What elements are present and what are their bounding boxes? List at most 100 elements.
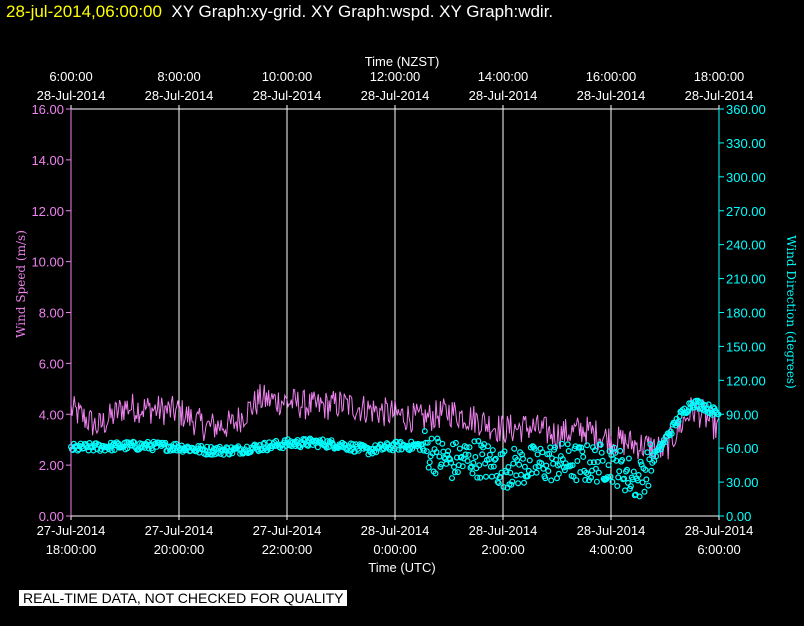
wind-direction-point — [566, 463, 573, 470]
wind-direction-point — [595, 469, 602, 476]
wind-direction-point — [705, 401, 712, 408]
wind-speed-series — [70, 384, 720, 460]
wind-direction-point — [204, 443, 211, 450]
wind-direction-point — [552, 456, 559, 463]
right-tick-label: 360.00 — [726, 102, 766, 117]
wind-direction-point — [463, 444, 470, 451]
bottom-tick-date: 28-Jul-2014 — [469, 523, 538, 538]
wind-direction-point — [253, 442, 260, 449]
wind-direction-point — [619, 457, 626, 464]
wind-direction-point — [599, 457, 606, 464]
wind-direction-point — [519, 455, 526, 462]
wind-direction-point — [607, 473, 614, 480]
wind-direction-point — [521, 463, 528, 470]
wind-direction-point — [492, 455, 499, 462]
wind-direction-point — [483, 473, 490, 480]
wind-direction-point — [105, 446, 112, 453]
chart-header: 28-jul-2014,06:00:00 XY Graph:xy-grid. X… — [6, 2, 553, 22]
wind-direction-point — [634, 477, 641, 484]
bottom-tick-date: 28-Jul-2014 — [685, 523, 754, 538]
wind-direction-point — [511, 445, 518, 452]
left-tick-label: 10.00 — [31, 255, 64, 270]
wind-direction-point — [516, 461, 523, 468]
wind-direction-point — [604, 474, 611, 481]
wind-direction-point — [224, 445, 231, 452]
top-tick-time: 18:00:00 — [694, 69, 745, 84]
wind-direction-point — [487, 463, 494, 470]
wind-direction-point — [462, 451, 469, 458]
wind-direction-point — [452, 439, 459, 446]
bottom-tick-date: 28-Jul-2014 — [577, 523, 646, 538]
wind-direction-point — [384, 441, 391, 448]
wind-direction-point — [508, 481, 515, 488]
wind-direction-point — [559, 456, 566, 463]
wind-direction-point — [555, 470, 562, 477]
left-tick-label: 14.00 — [31, 153, 64, 168]
wind-direction-point — [509, 478, 516, 485]
wind-direction-point — [503, 469, 510, 476]
wind-direction-point — [573, 477, 580, 484]
right-tick-label: 180.00 — [726, 306, 766, 321]
right-tick-label: 300.00 — [726, 170, 766, 185]
wind-direction-point — [447, 456, 454, 463]
right-tick-label: 0.00 — [726, 509, 751, 524]
wind-direction-point — [472, 454, 479, 461]
wind-direction-point — [416, 446, 423, 453]
wind-direction-point — [469, 470, 476, 477]
wind-direction-point — [421, 428, 428, 435]
top-tick-time: 6:00:00 — [49, 69, 92, 84]
wind-direction-point — [424, 439, 431, 446]
wind-direction-point — [436, 453, 443, 460]
right-tick-label: 30.00 — [726, 475, 759, 490]
wind-direction-point — [524, 473, 531, 480]
top-tick-date: 28-Jul-2014 — [361, 88, 430, 103]
wind-direction-point — [466, 444, 473, 451]
wind-direction-point — [562, 460, 569, 467]
wind-direction-point — [208, 451, 215, 458]
top-tick-date: 28-Jul-2014 — [145, 88, 214, 103]
wind-direction-point — [645, 482, 652, 489]
wind-direction-point — [655, 446, 662, 453]
bottom-tick-time: 6:00:00 — [697, 542, 740, 557]
wind-direction-point — [149, 447, 156, 454]
wind-direction-point — [540, 465, 547, 472]
wind-direction-point — [349, 441, 356, 448]
bottom-tick-time: 4:00:00 — [589, 542, 632, 557]
wind-direction-point — [636, 493, 643, 500]
wind-direction-point — [428, 435, 435, 442]
wind-direction-point — [526, 457, 533, 464]
wind-direction-point — [459, 463, 466, 470]
bottom-tick-date: 27-Jul-2014 — [37, 523, 106, 538]
wind-direction-point — [448, 459, 455, 466]
wind-direction-point — [702, 402, 709, 409]
wind-direction-point — [520, 479, 527, 486]
wind-direction-point — [567, 462, 574, 469]
wind-direction-point — [437, 464, 444, 471]
wind-direction-point — [694, 397, 701, 404]
wind-direction-point — [653, 453, 660, 460]
timestamp: 28-jul-2014,06:00:00 — [6, 2, 162, 21]
wind-direction-point — [495, 480, 502, 487]
wind-direction-point — [545, 468, 552, 475]
left-tick-label: 16.00 — [31, 102, 64, 117]
wind-direction-point — [586, 459, 593, 466]
wind-direction-point — [229, 450, 236, 457]
right-tick-label: 90.00 — [726, 407, 759, 422]
wind-direction-point — [552, 444, 559, 451]
wind-direction-point — [609, 478, 616, 485]
wind-direction-point — [423, 448, 430, 455]
left-tick-label: 12.00 — [31, 204, 64, 219]
wind-direction-point — [439, 440, 446, 447]
bottom-tick-time: 22:00:00 — [262, 542, 313, 557]
axes: 6:00:00 28-Jul-2014 8:00:00 28-Jul-2014 10:0… — [31, 69, 765, 557]
wind-direction-point — [627, 483, 634, 490]
bottom-tick-time: 20:00:00 — [154, 542, 205, 557]
wind-direction-point — [473, 465, 480, 472]
wind-direction-point — [637, 458, 644, 465]
wind-direction-point — [531, 445, 538, 452]
wind-direction-point — [445, 448, 452, 455]
wind-direction-point — [621, 487, 628, 494]
top-tick-date: 28-Jul-2014 — [253, 88, 322, 103]
wind-direction-point — [548, 477, 555, 484]
wind-direction-point — [616, 468, 623, 475]
